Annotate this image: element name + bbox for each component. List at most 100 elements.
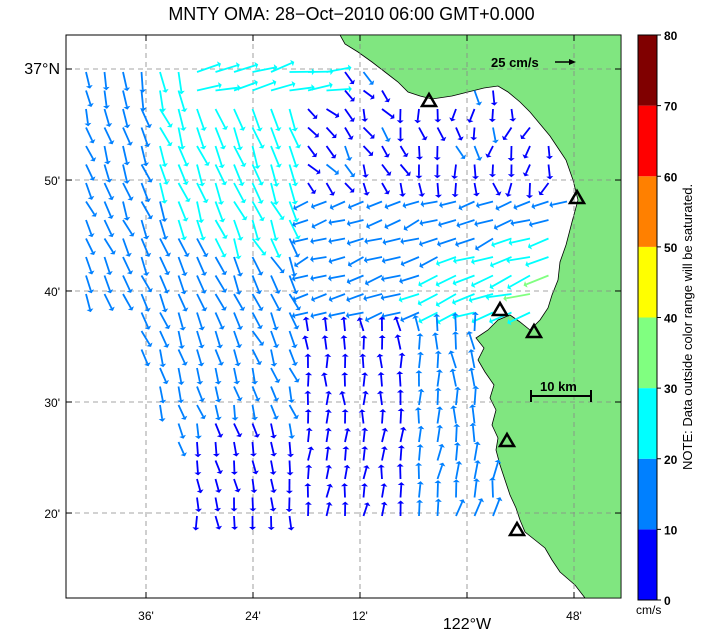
current-vector — [159, 201, 166, 220]
current-vector-head — [221, 234, 228, 239]
current-vector — [177, 108, 185, 129]
current-vector-head — [349, 79, 355, 85]
current-vector — [177, 145, 187, 165]
current-vector-head — [334, 112, 340, 119]
current-vector-head — [215, 525, 223, 530]
current-vector — [196, 238, 207, 255]
current-vector-head — [123, 161, 131, 166]
current-vector-head — [363, 294, 368, 302]
current-vector — [313, 200, 327, 208]
current-vector-head — [394, 334, 402, 339]
current-vector-head — [195, 508, 202, 513]
current-vector-head — [419, 262, 424, 269]
current-vector — [547, 164, 551, 177]
current-vector-head — [125, 252, 132, 257]
current-vector — [379, 393, 383, 406]
current-vector — [307, 145, 316, 156]
current-vector — [397, 337, 402, 350]
current-vector — [348, 293, 364, 301]
current-vector-head — [295, 306, 302, 311]
current-vector-head — [161, 235, 169, 240]
current-vector-head — [349, 187, 355, 193]
current-vector — [473, 164, 477, 177]
current-vector — [214, 293, 225, 309]
current-vector-head — [369, 93, 375, 100]
current-vector-head — [468, 296, 473, 304]
current-vector — [177, 182, 189, 200]
current-vector-head — [87, 289, 95, 294]
current-vector — [436, 353, 440, 369]
current-vector — [324, 319, 328, 332]
current-vector-head — [433, 175, 441, 179]
current-vector — [140, 330, 151, 345]
current-vector-head — [216, 344, 224, 349]
current-vector-head — [305, 427, 313, 432]
current-vector — [177, 349, 186, 364]
current-vector-head — [311, 295, 316, 303]
current-vector-head — [416, 481, 424, 485]
current-vector — [214, 219, 226, 237]
current-vector — [401, 274, 420, 282]
current-vector-head — [145, 123, 153, 128]
current-vector-head — [102, 86, 110, 91]
current-vector-head — [179, 434, 186, 439]
vector-scale-legend: 25 cm/s — [491, 55, 576, 70]
current-vector-head — [139, 107, 147, 112]
current-vector-head — [87, 233, 95, 238]
current-vector — [122, 108, 128, 126]
current-vector-head — [230, 508, 238, 512]
current-vector — [473, 444, 479, 461]
current-vector — [455, 445, 459, 461]
current-vector-head — [439, 201, 443, 209]
current-vector — [288, 293, 299, 309]
current-vector — [122, 164, 128, 182]
current-vector — [312, 274, 327, 280]
current-vector — [325, 126, 335, 137]
colorbar-tick-label: 50 — [664, 241, 678, 255]
current-vector-head — [305, 464, 313, 468]
current-vector — [233, 182, 245, 201]
current-vector-head — [329, 191, 336, 196]
current-vector — [362, 145, 372, 155]
current-vector — [491, 311, 512, 322]
current-vector-head — [123, 105, 131, 110]
current-vector-head — [236, 272, 244, 277]
current-vector — [159, 219, 166, 238]
current-vector — [473, 90, 480, 103]
current-vector — [233, 404, 236, 418]
current-vector-head — [218, 218, 226, 223]
current-vector-head — [405, 171, 411, 176]
current-vector-head — [287, 453, 295, 458]
current-vector-head — [257, 306, 264, 311]
current-vector — [140, 182, 149, 200]
current-vector — [177, 164, 187, 183]
current-vector — [289, 86, 312, 92]
current-vector-head — [434, 480, 442, 484]
colorbar-tick-label: 10 — [664, 523, 678, 537]
current-vector-head — [200, 126, 207, 131]
current-vector — [214, 386, 220, 400]
current-vector-head — [324, 409, 332, 413]
current-vector — [103, 127, 113, 143]
current-vector-head — [347, 203, 353, 211]
current-vector-head — [218, 325, 226, 330]
current-vector-head — [198, 182, 206, 187]
current-vector — [343, 338, 346, 350]
current-vector-head — [161, 163, 168, 167]
current-vector-head — [274, 289, 282, 294]
current-vector-head — [397, 500, 405, 504]
current-vector-head — [376, 353, 384, 358]
current-vector — [122, 127, 131, 144]
current-vector-head — [326, 483, 334, 488]
current-vector-head — [377, 372, 385, 376]
vector-scale-label: 25 cm/s — [491, 55, 539, 70]
colorbar: 0 10 20 30 40 50 60 70 80 — [637, 29, 678, 608]
current-vector-head — [144, 252, 152, 257]
current-vector — [478, 200, 494, 207]
current-vector-head — [331, 133, 337, 139]
current-vector-head — [291, 312, 296, 319]
current-vector — [361, 356, 365, 369]
current-vector — [402, 311, 420, 321]
current-vector — [344, 182, 353, 191]
current-vector-head — [414, 407, 422, 411]
